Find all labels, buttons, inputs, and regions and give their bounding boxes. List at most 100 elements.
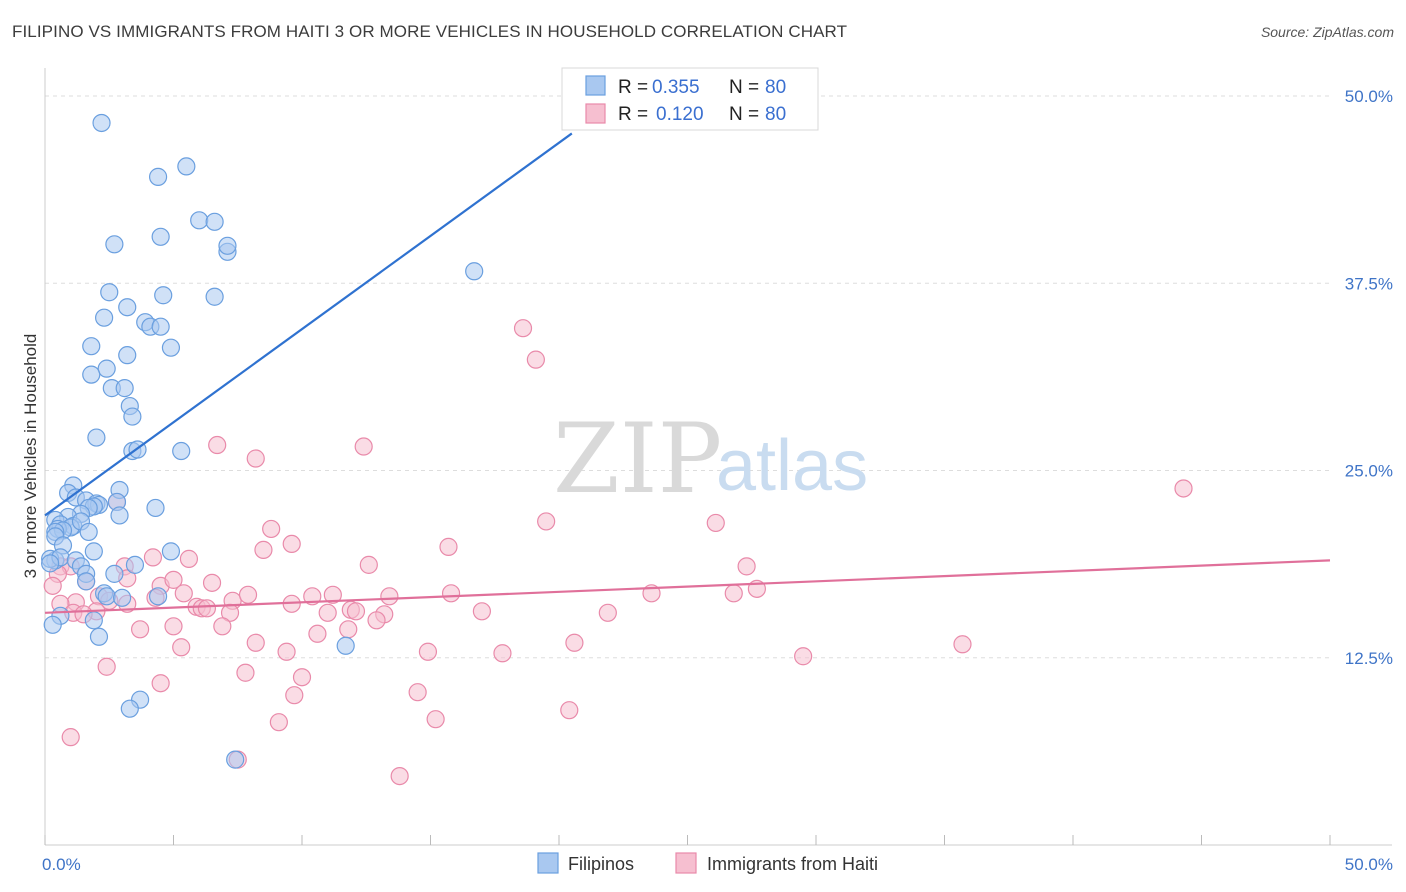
haiti-point-40 xyxy=(724,584,743,603)
filipino-point-53 xyxy=(79,522,98,542)
haiti-point-0 xyxy=(513,319,533,338)
legend-swatch-filipinos xyxy=(585,75,606,96)
filipino-point-39 xyxy=(146,498,165,518)
trend-lines xyxy=(44,132,1331,614)
filipino-point-5 xyxy=(105,235,124,254)
legend-n-value-1: 80 xyxy=(765,104,786,125)
filipino-point-17 xyxy=(151,317,170,336)
haiti-point-63 xyxy=(172,638,191,657)
haiti-point-76 xyxy=(408,683,427,702)
filipino-point-6 xyxy=(151,227,170,246)
series-legend-swatch-haiti xyxy=(675,852,697,874)
filipino-point-56 xyxy=(84,542,103,561)
haiti-point-80 xyxy=(61,728,80,747)
filipino-points xyxy=(41,113,484,769)
haiti-point-67 xyxy=(277,642,296,661)
filipino-point-9 xyxy=(465,262,484,281)
haiti-point-33 xyxy=(238,585,258,604)
filipino-point-78 xyxy=(120,699,139,718)
watermark-zip: ZIP xyxy=(553,403,722,515)
filipino-point-70 xyxy=(112,588,132,607)
haiti-point-18 xyxy=(359,555,378,574)
filipino-point-21 xyxy=(97,359,116,378)
haiti-point-65 xyxy=(565,633,584,652)
filipino-point-71 xyxy=(148,587,168,606)
haiti-point-10 xyxy=(282,534,301,554)
chart-source: Source: ZipAtlas.com xyxy=(1260,24,1394,40)
filipino-point-27 xyxy=(87,428,106,447)
filipino-point-67 xyxy=(77,572,96,591)
haiti-point-64 xyxy=(246,633,265,652)
haiti-point-74 xyxy=(151,674,170,693)
haiti-point-69 xyxy=(493,644,512,663)
filipino-point-4 xyxy=(205,212,224,231)
filipino-point-66 xyxy=(105,564,124,583)
filipino-point-30 xyxy=(172,441,191,461)
haiti-point-8 xyxy=(706,513,725,533)
filipino-point-69 xyxy=(97,587,116,606)
haiti-point-58 xyxy=(164,617,183,636)
series-legend: Filipinos Immigrants from Haiti xyxy=(537,852,878,874)
filipino-point-12 xyxy=(205,287,224,306)
filipino-point-0 xyxy=(92,113,111,133)
haiti-point-19 xyxy=(737,557,756,576)
haiti-point-66 xyxy=(953,635,972,654)
haiti-point-2 xyxy=(1174,479,1193,498)
filipino-point-64 xyxy=(125,555,145,574)
filipino-point-57 xyxy=(161,542,181,561)
haiti-point-26 xyxy=(202,573,222,592)
filipino-point-22 xyxy=(82,365,101,384)
haiti-point-51 xyxy=(346,602,366,621)
haiti-point-71 xyxy=(97,657,116,676)
haiti-point-75 xyxy=(285,686,304,705)
haiti-point-54 xyxy=(598,603,617,622)
legend-n-label-1: N = xyxy=(729,104,759,125)
haiti-point-60 xyxy=(308,624,327,643)
legend-r-label-1: R = xyxy=(618,104,648,125)
legend-swatch-haiti xyxy=(585,103,606,124)
haiti-point-68 xyxy=(418,642,438,661)
chart-title: FILIPINO VS IMMIGRANTS FROM HAITI 3 OR M… xyxy=(12,22,848,41)
axes xyxy=(44,68,1392,846)
haiti-point-14 xyxy=(179,549,199,568)
haiti-point-11 xyxy=(439,537,458,556)
haiti-point-13 xyxy=(143,548,163,567)
filipino-point-76 xyxy=(336,636,355,655)
filipino-point-62 xyxy=(41,554,60,573)
haiti-points xyxy=(43,319,1193,786)
haiti-point-5 xyxy=(354,437,373,456)
filipino-point-2 xyxy=(177,157,196,176)
haiti-point-70 xyxy=(794,647,813,666)
filipino-point-8 xyxy=(218,236,237,255)
y-tick-label-0: 12.5% xyxy=(1345,649,1393,668)
filipino-point-79 xyxy=(226,750,245,769)
filipino-point-73 xyxy=(84,611,103,630)
filipino-point-20 xyxy=(118,346,137,365)
filipino-point-26 xyxy=(123,407,142,426)
haiti-trend-line xyxy=(44,559,1331,614)
filipino-point-10 xyxy=(100,283,119,302)
haiti-point-61 xyxy=(339,620,358,639)
watermark-atlas: atlas xyxy=(716,426,868,506)
filipino-point-3 xyxy=(190,211,209,230)
haiti-point-35 xyxy=(303,587,322,606)
haiti-point-79 xyxy=(269,713,288,732)
x-tick-labels: 0.0% 50.0% xyxy=(42,855,1393,874)
filipino-trend-line xyxy=(44,132,573,517)
series-legend-label-filipinos: Filipinos xyxy=(568,854,634,874)
haiti-point-25 xyxy=(164,570,183,589)
haiti-point-37 xyxy=(380,587,399,606)
legend-r-value-1: 0.120 xyxy=(656,104,704,125)
y-tick-label-1: 25.0% xyxy=(1345,462,1393,481)
haiti-point-47 xyxy=(197,599,217,618)
y-tick-label-2: 37.5% xyxy=(1345,274,1393,293)
series-legend-label-haiti: Immigrants from Haiti xyxy=(707,854,878,874)
legend-n-value-0: 80 xyxy=(765,77,786,98)
filipino-point-42 xyxy=(110,506,129,525)
filipino-point-74 xyxy=(43,615,62,634)
haiti-point-9 xyxy=(262,519,281,539)
correlation-legend: R = 0.355 N = 80 R = 0.120 N = 80 xyxy=(561,67,819,131)
y-tick-labels: 12.5% 25.0% 37.5% 50.0% xyxy=(1345,87,1393,668)
haiti-point-72 xyxy=(236,663,255,682)
